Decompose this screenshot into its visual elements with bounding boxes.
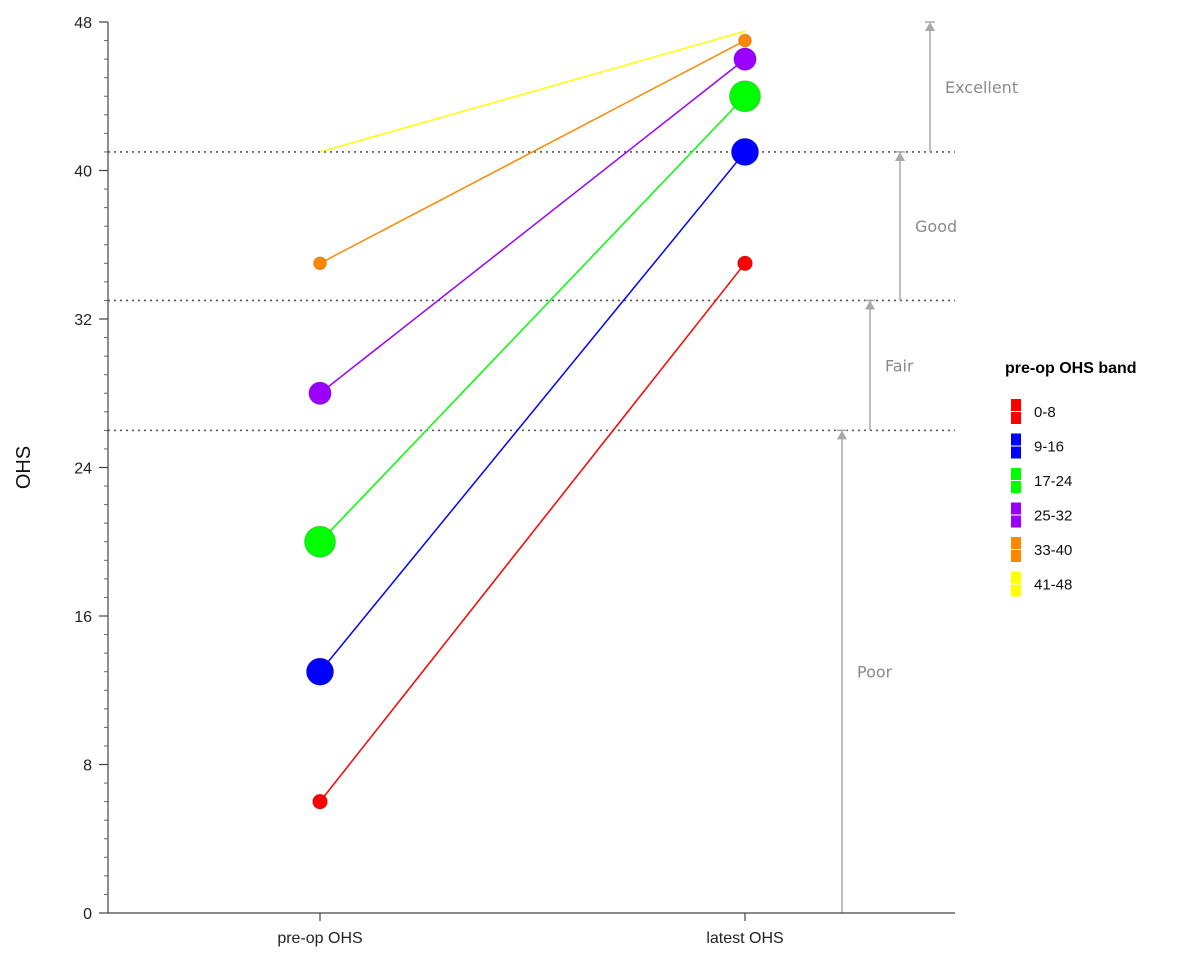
legend-swatch — [1011, 537, 1021, 549]
legend-swatch — [1011, 468, 1021, 480]
legend-label: 17-24 — [1034, 473, 1072, 490]
y-tick-label: 24 — [74, 461, 92, 478]
legend-label: 25-32 — [1034, 508, 1072, 525]
y-tick-label: 40 — [74, 164, 92, 181]
series-33-40 — [313, 33, 752, 271]
x-tick-label: latest OHS — [706, 930, 783, 947]
series — [303, 30, 762, 810]
band-fair: Fair — [865, 299, 914, 431]
series-point — [737, 255, 753, 272]
series-line — [319, 30, 746, 153]
series-point — [313, 256, 327, 271]
series-41-48 — [319, 30, 746, 153]
axes: 0 8 16 24 32 40 48 OHS pre-op OHS latest OHS — [13, 15, 955, 947]
band-arrow-head — [925, 22, 935, 31]
legend-swatch — [1011, 584, 1021, 597]
series-25-32 — [308, 47, 757, 405]
band-label: Fair — [885, 356, 914, 375]
series-line — [319, 58, 746, 394]
series-point — [730, 137, 760, 167]
legend-swatch — [1011, 502, 1021, 515]
series-line — [319, 262, 746, 803]
threshold-lines — [108, 151, 955, 432]
band-excellent: Excellent — [925, 21, 1018, 152]
y-tick-label: 8 — [83, 758, 92, 775]
legend-item: 33-40 — [1011, 537, 1072, 562]
y-tick-label: 16 — [74, 609, 92, 626]
series-0-8 — [312, 255, 753, 810]
series-point — [303, 525, 337, 558]
band-label: Excellent — [945, 78, 1018, 97]
band-arrow-head — [837, 430, 847, 440]
band-arrow-head — [895, 151, 905, 161]
series-point — [733, 47, 757, 71]
band-annotations: Poor Fair Good Excellent — [837, 21, 1018, 913]
legend-swatch — [1011, 446, 1021, 459]
legend-swatch — [1011, 550, 1021, 562]
series-17-24 — [303, 80, 762, 558]
series-line — [319, 95, 746, 543]
legend: pre-op OHS band 0-8 9-16 17-24 25-32 33-40 41-… — [1005, 360, 1137, 597]
legend-item: 9-16 — [1011, 433, 1064, 459]
legend-item: 25-32 — [1011, 502, 1072, 528]
legend-swatch — [1011, 481, 1021, 493]
band-good: Good — [895, 151, 957, 301]
series-9-16 — [305, 137, 760, 686]
y-axis-label: OHS — [13, 446, 35, 489]
band-label: Poor — [857, 663, 893, 682]
band-poor: Poor — [837, 429, 893, 913]
series-point — [728, 80, 762, 113]
legend-item: 41-48 — [1011, 571, 1072, 597]
legend-label: 33-40 — [1034, 542, 1072, 559]
series-point — [312, 793, 328, 810]
legend-swatch — [1011, 433, 1021, 446]
legend-label: 41-48 — [1034, 577, 1072, 594]
legend-label: 0-8 — [1034, 404, 1056, 421]
legend-swatch — [1011, 399, 1021, 411]
series-point — [308, 381, 332, 405]
legend-item: 0-8 — [1011, 399, 1056, 424]
series-line — [319, 39, 746, 264]
series-line — [319, 151, 746, 673]
legend-swatch — [1011, 515, 1021, 528]
legend-swatch — [1011, 412, 1021, 424]
series-point — [738, 33, 752, 48]
series-point — [305, 657, 335, 686]
band-label: Good — [915, 217, 957, 236]
y-tick-label: 32 — [74, 312, 92, 329]
legend-title: pre-op OHS band — [1005, 360, 1137, 377]
band-arrow-head — [865, 300, 875, 310]
legend-item: 17-24 — [1011, 468, 1072, 493]
legend-label: 9-16 — [1034, 439, 1064, 456]
y-tick-label: 48 — [74, 15, 92, 32]
legend-swatch — [1011, 571, 1021, 584]
y-tick-label: 0 — [83, 906, 92, 923]
x-tick-label: pre-op OHS — [277, 930, 362, 947]
